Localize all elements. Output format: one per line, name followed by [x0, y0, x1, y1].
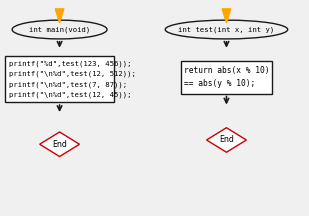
Text: printf("\n%d",test(7, 87));: printf("\n%d",test(7, 87)); [9, 81, 127, 87]
Polygon shape [55, 9, 64, 23]
Text: printf("\n%d",test(12, 45));: printf("\n%d",test(12, 45)); [9, 91, 131, 98]
Ellipse shape [165, 20, 288, 39]
Text: int main(void): int main(void) [29, 26, 90, 33]
Text: End: End [52, 140, 67, 149]
Text: return abs(x % 10): return abs(x % 10) [184, 66, 270, 75]
Text: == abs(y % 10);: == abs(y % 10); [184, 79, 256, 88]
Text: End: End [219, 135, 234, 145]
Bar [5, 56, 114, 102]
Polygon shape [222, 9, 231, 23]
Text: int test(int x, int y): int test(int x, int y) [178, 26, 275, 33]
Bar [180, 60, 273, 94]
Ellipse shape [12, 20, 107, 39]
Polygon shape [206, 128, 246, 152]
Polygon shape [40, 132, 79, 157]
Text: printf("\n%d",test(12, 512));: printf("\n%d",test(12, 512)); [9, 71, 136, 77]
Text: printf("%d",test(123, 456));: printf("%d",test(123, 456)); [9, 61, 131, 67]
